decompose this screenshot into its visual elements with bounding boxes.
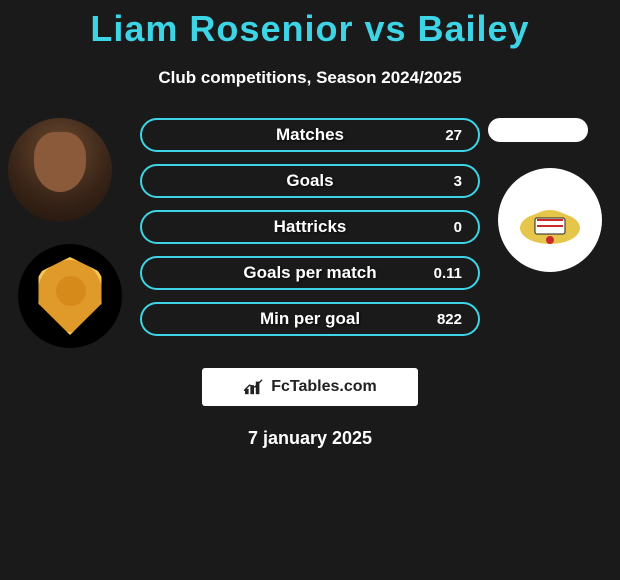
stat-label: Matches (276, 125, 344, 145)
watermark: FcTables.com (202, 368, 418, 406)
stat-row: Hattricks 0 (140, 210, 480, 244)
page-title: Liam Rosenior vs Bailey (0, 0, 620, 50)
watermark-text: FcTables.com (271, 378, 377, 396)
player-left-avatar (8, 118, 112, 222)
stat-value-right: 822 (437, 311, 462, 328)
stat-value-right: 27 (445, 127, 462, 144)
hull-city-crest-icon (35, 257, 105, 335)
stat-value-right: 0.11 (434, 265, 462, 282)
date-text: 7 january 2025 (0, 428, 620, 449)
stat-value-right: 3 (454, 173, 462, 190)
player-right-club-badge (498, 168, 602, 272)
stats-list: Matches 27 Goals 3 Hattricks 0 Goals per… (140, 118, 480, 348)
stat-label: Goals per match (243, 263, 376, 283)
player-left-club-badge (18, 244, 122, 348)
stat-label: Hattricks (274, 217, 347, 237)
bar-chart-icon (243, 378, 265, 396)
stat-row: Min per goal 822 (140, 302, 480, 336)
comparison-panel: Matches 27 Goals 3 Hattricks 0 Goals per… (0, 118, 620, 368)
subtitle: Club competitions, Season 2024/2025 (0, 68, 620, 88)
player-right-avatar (488, 118, 588, 142)
stat-label: Min per goal (260, 309, 360, 329)
stat-row: Matches 27 (140, 118, 480, 152)
stat-row: Goals per match 0.11 (140, 256, 480, 290)
stat-label: Goals (286, 171, 333, 191)
doncaster-crest-icon (515, 190, 585, 250)
stat-value-right: 0 (454, 219, 462, 236)
stat-row: Goals 3 (140, 164, 480, 198)
